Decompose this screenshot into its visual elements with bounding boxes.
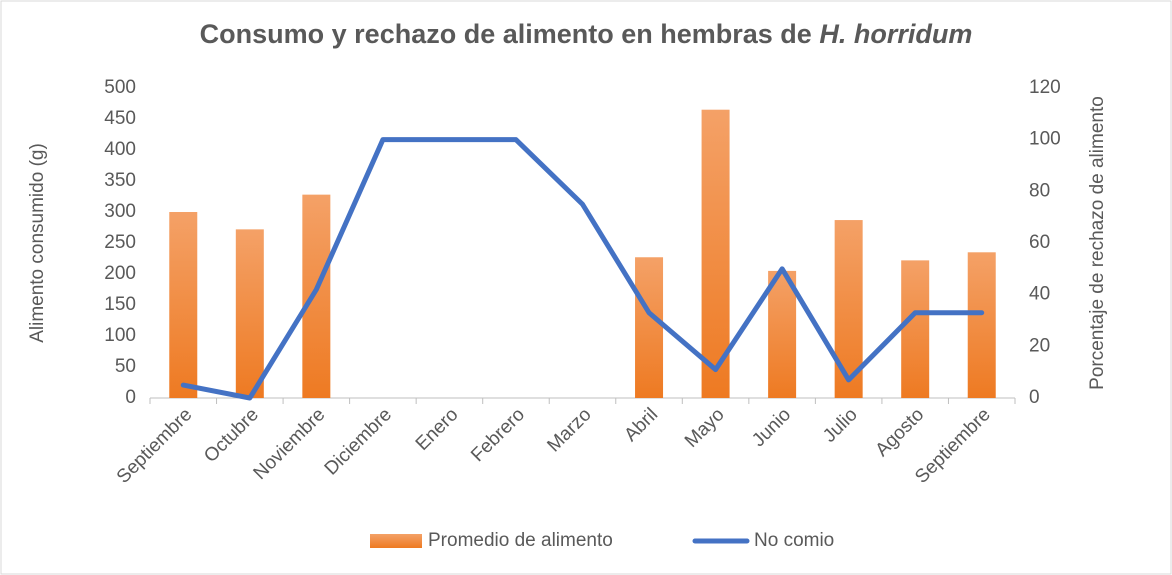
y2-tick-label: 80 [1029, 180, 1050, 201]
y-tick-label: 300 [104, 201, 136, 222]
y-axis-label: Alimento consumido (g) [27, 143, 48, 343]
y2-tick-label: 0 [1029, 387, 1040, 408]
y-tick-label: 400 [104, 139, 136, 160]
legend-label: No comio [754, 530, 834, 551]
line [180, 137, 985, 401]
bar [901, 260, 930, 398]
bar [235, 229, 264, 398]
y-tick-label: 150 [104, 294, 136, 315]
legend-swatch [370, 534, 422, 548]
y-tick-label: 450 [104, 108, 136, 129]
bar [701, 109, 730, 398]
bar [635, 257, 664, 398]
y2-axis-label: Porcentaje de rechazo de alimento [1087, 96, 1108, 390]
legend-label: Promedio de alimento [428, 530, 613, 551]
y-tick-label: 500 [104, 77, 136, 98]
y2-tick-label: 40 [1029, 284, 1050, 305]
y2-tick-label: 20 [1029, 335, 1050, 356]
y-tick-label: 50 [115, 356, 136, 377]
chart-title: Consumo y rechazo de alimento en hembras… [200, 19, 973, 49]
bar [169, 212, 198, 398]
bar [768, 270, 797, 398]
y-tick-label: 250 [104, 232, 136, 253]
y2-tick-label: 60 [1029, 232, 1050, 253]
y-tick-label: 350 [104, 170, 136, 191]
bar [302, 194, 331, 398]
y-tick-label: 100 [104, 325, 136, 346]
y-tick-label: 0 [125, 387, 136, 408]
y2-tick-label: 120 [1029, 77, 1061, 98]
y-tick-label: 200 [104, 263, 136, 284]
bar [967, 252, 996, 398]
y2-tick-label: 100 [1029, 129, 1061, 150]
